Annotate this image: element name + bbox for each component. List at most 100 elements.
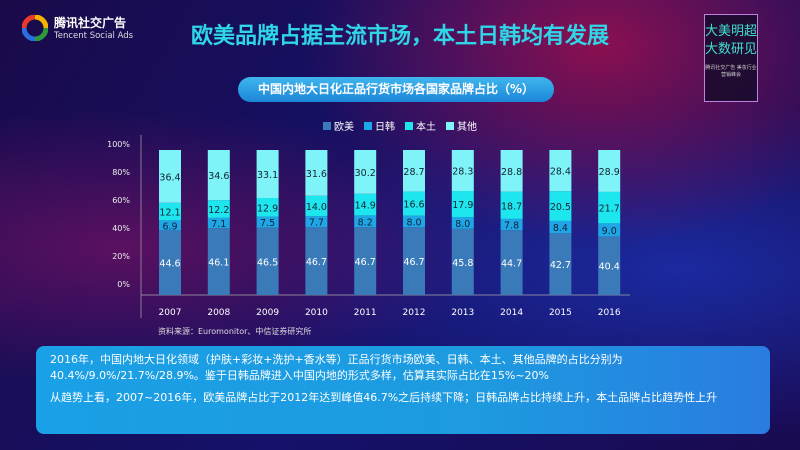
legend-item: 欧美 (323, 118, 354, 133)
bar-segment (305, 195, 328, 217)
x-tick-label: 2009 (256, 308, 279, 318)
x-tick-label: 2011 (354, 308, 377, 318)
y-tick-label: 100% (107, 140, 130, 149)
summary-paragraph-2: 从趋势上看，2007~2016年，欧美品牌占比于2012年达到峰值46.7%之后… (50, 391, 718, 404)
bar-segment (500, 218, 523, 231)
data-label: 28.9 (599, 167, 620, 178)
badge-sub: 腾讯社交广告 美妆行业营销峰会 (705, 65, 757, 78)
bar-segment (207, 200, 230, 218)
legend-item: 日韩 (364, 118, 395, 133)
stacked-bar-chart: 0% 20% 40% 60% 80% 100% 44.6 6.9 12.1 36.4 2007 46.… (107, 135, 630, 318)
x-tick-label: 2012 (403, 308, 426, 318)
data-label: 7.7 (309, 218, 324, 229)
bar-segment (598, 223, 621, 237)
bar-segment (451, 191, 474, 217)
event-badge: 大美明超 大数研见 腾讯社交广告 美妆行业营销峰会 (704, 14, 758, 102)
legend-swatch (323, 122, 331, 130)
bar-segment (159, 220, 181, 231)
bar-segment (598, 150, 621, 192)
legend-label: 欧美 (334, 122, 354, 133)
legend-item: 其他 (446, 118, 477, 133)
data-label: 7.1 (211, 219, 226, 230)
legend-swatch (446, 122, 454, 130)
data-label: 9.0 (602, 226, 617, 237)
bar-segment (354, 150, 377, 194)
data-label: 8.4 (553, 223, 568, 234)
data-label: 28.3 (452, 167, 473, 178)
logo-icon (22, 14, 48, 41)
data-label: 18.7 (501, 201, 522, 212)
bar-segment (207, 228, 230, 295)
summary-box: 2016年，中国内地大日化领域（护肤+彩妆+洗护+香水等）正品行货市场欧美、日韩… (36, 346, 770, 434)
bar-segment (207, 217, 230, 229)
data-label: 12.9 (257, 203, 278, 214)
bar-segment (500, 230, 523, 295)
bar-segment (500, 191, 523, 219)
legend-label: 日韩 (375, 122, 395, 133)
bar-segment (256, 216, 279, 228)
chart-title: 中国内地大日化正品行货市场各国家品牌占比（%） (238, 77, 554, 102)
chart-source: 资料来源：Euromonitor、中信证券研究所 (158, 327, 312, 336)
y-tick-label: 60% (112, 196, 130, 205)
x-tick-label: 2010 (305, 308, 328, 318)
logo-name-en: Tencent Social Ads (54, 31, 134, 41)
x-tick-label: 2015 (549, 308, 572, 318)
data-label: 7.5 (260, 218, 275, 229)
data-label: 46.1 (208, 258, 229, 269)
data-label: 33.1 (257, 170, 278, 181)
bar-segment (549, 233, 572, 295)
bar-segment (451, 228, 474, 295)
bar-segment (256, 227, 279, 295)
data-label: 28.7 (403, 167, 424, 178)
data-label: 28.4 (550, 167, 571, 178)
badge-line1: 大美明超 (705, 24, 758, 39)
bar-segment (354, 227, 377, 295)
data-label: 45.8 (452, 258, 473, 269)
bar-segment (159, 150, 181, 203)
legend-item: 本土 (405, 118, 436, 133)
bar-segment (354, 193, 377, 216)
data-label: 36.4 (159, 172, 180, 183)
bar-segment (549, 191, 572, 221)
data-label: 40.4 (599, 262, 620, 273)
bar-segment (598, 236, 621, 295)
data-label: 14.9 (355, 201, 376, 212)
y-tick-label: 20% (112, 252, 130, 261)
data-label: 46.7 (306, 257, 327, 268)
data-label: 44.7 (501, 259, 522, 270)
data-label: 8.0 (406, 217, 421, 228)
data-label: 8.0 (455, 219, 470, 230)
tencent-logo: 腾讯社交广告 Tencent Social Ads (22, 14, 133, 41)
bar-segment (403, 215, 425, 228)
x-tick-label: 2014 (500, 308, 523, 318)
bar-segment (354, 215, 377, 228)
bar-segment (159, 202, 181, 221)
x-tick-label: 2013 (451, 308, 474, 318)
data-label: 17.9 (452, 200, 473, 211)
bar-segment (549, 150, 572, 192)
data-label: 6.9 (162, 221, 177, 232)
logo-name: 腾讯社交广告 (54, 16, 127, 30)
data-label: 42.7 (550, 260, 571, 271)
bar-segment (403, 227, 425, 295)
data-label: 21.7 (599, 204, 620, 215)
bar-segment (403, 150, 425, 192)
bar-segment (403, 191, 425, 216)
legend-swatch (405, 122, 413, 130)
bar-segment (549, 220, 572, 234)
bar-segment (207, 150, 230, 201)
legend-swatch (364, 122, 372, 130)
data-label: 28.8 (501, 167, 522, 178)
bar-segment (256, 150, 279, 198)
data-label: 46.7 (355, 257, 376, 268)
data-label: 14.0 (306, 202, 327, 213)
bar-segment (305, 227, 328, 295)
bar-segment (305, 216, 328, 228)
summary-paragraph-1: 2016年，中国内地大日化领域（护肤+彩妆+洗护+香水等）正品行货市场欧美、日韩… (50, 353, 623, 382)
y-tick-label: 0% (117, 280, 130, 289)
data-label: 20.5 (550, 202, 571, 213)
y-tick-label: 80% (112, 168, 130, 177)
data-label: 12.1 (159, 208, 180, 219)
bar-segment (500, 150, 523, 192)
data-label: 46.7 (403, 257, 424, 268)
